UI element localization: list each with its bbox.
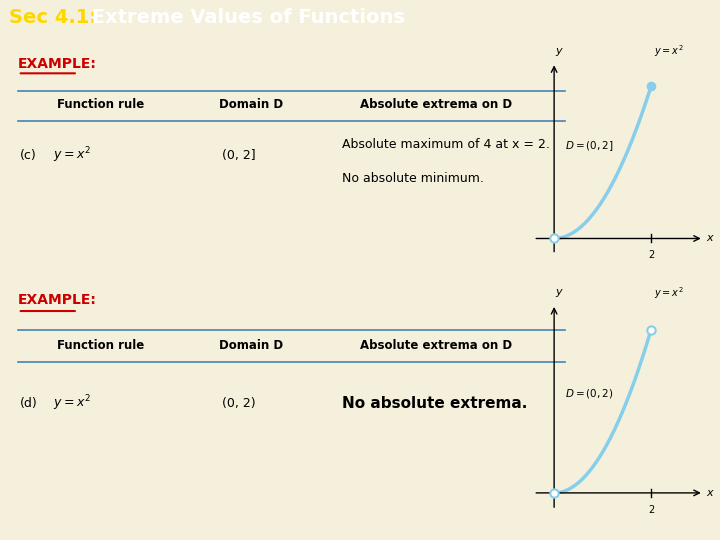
- Text: $y = x^2$: $y = x^2$: [53, 145, 91, 165]
- Text: $D = (0, 2)$: $D = (0, 2)$: [565, 387, 613, 400]
- Text: $D = (0, 2]$: $D = (0, 2]$: [565, 139, 613, 153]
- Text: 2: 2: [648, 249, 654, 260]
- Text: (0, 2]: (0, 2]: [222, 148, 256, 162]
- Text: Function rule: Function rule: [57, 98, 144, 111]
- Text: Absolute extrema on D: Absolute extrema on D: [360, 98, 512, 111]
- Text: (d): (d): [20, 397, 37, 410]
- Text: $x$: $x$: [706, 488, 716, 498]
- Text: (0, 2): (0, 2): [222, 397, 256, 410]
- Text: Domain D: Domain D: [219, 340, 283, 353]
- Text: Absolute extrema on D: Absolute extrema on D: [360, 340, 512, 353]
- Text: Domain D: Domain D: [219, 98, 283, 111]
- Text: $y = x^2$: $y = x^2$: [53, 394, 91, 414]
- Text: Sec 4.1:: Sec 4.1:: [9, 8, 96, 27]
- Text: $y$: $y$: [555, 45, 564, 58]
- Text: (c): (c): [20, 148, 37, 162]
- Text: 2: 2: [648, 505, 654, 515]
- Text: EXAMPLE:: EXAMPLE:: [18, 57, 96, 71]
- Text: No absolute extrema.: No absolute extrema.: [343, 396, 528, 411]
- Text: No absolute minimum.: No absolute minimum.: [343, 172, 485, 185]
- Text: $y$: $y$: [555, 287, 564, 299]
- Text: Extreme Values of Functions: Extreme Values of Functions: [85, 8, 405, 27]
- Text: Absolute maximum of 4 at x = 2.: Absolute maximum of 4 at x = 2.: [343, 138, 550, 151]
- Text: Function rule: Function rule: [57, 340, 144, 353]
- Text: EXAMPLE:: EXAMPLE:: [18, 293, 96, 307]
- Text: $x$: $x$: [706, 233, 716, 244]
- Text: $y = x^2$: $y = x^2$: [654, 285, 683, 301]
- Text: $y = x^2$: $y = x^2$: [654, 43, 683, 59]
